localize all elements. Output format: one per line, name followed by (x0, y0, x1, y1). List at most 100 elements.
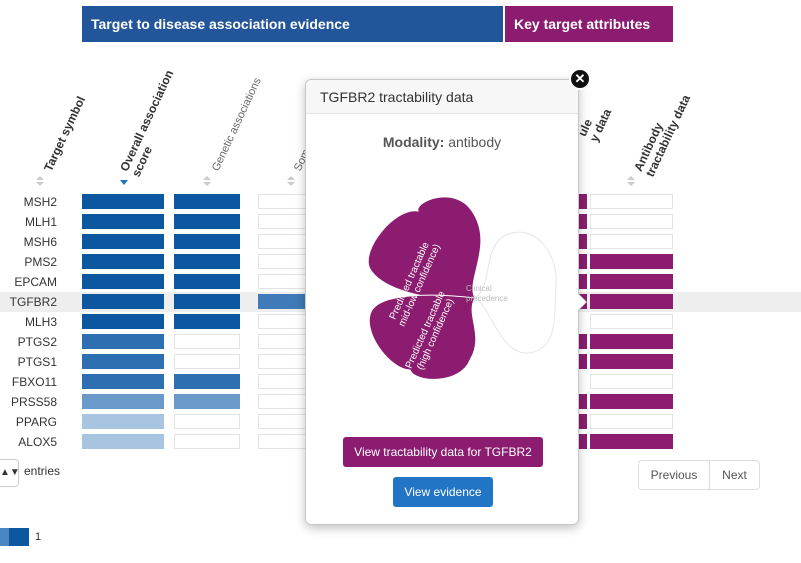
antibody-tractability-cell[interactable] (590, 254, 673, 269)
somatic-mutations-cell[interactable] (258, 354, 310, 369)
antibody-tractability-cell[interactable] (590, 334, 673, 349)
somatic-mutations-cell[interactable] (258, 394, 310, 409)
key-attributes-header: Key target attributes (505, 6, 673, 42)
view-evidence-button[interactable]: View evidence (393, 477, 493, 507)
overall-score-cell[interactable] (82, 334, 164, 349)
col-overall-score[interactable]: Overall association score (117, 68, 188, 179)
previous-button[interactable]: Previous (638, 460, 710, 490)
somatic-mutations-cell[interactable] (258, 214, 310, 229)
col-small-molecule[interactable]: ule y data (575, 102, 614, 144)
antibody-tractability-cell[interactable] (590, 414, 673, 429)
col-genetic-associations[interactable]: Genetic associations (210, 76, 264, 174)
overall-score-cell[interactable] (82, 374, 164, 389)
overall-score-cell[interactable] (82, 254, 164, 269)
target-symbol[interactable]: PMS2 (24, 255, 57, 269)
petal-predicted-mid-low (367, 196, 482, 300)
table-row[interactable]: ALOX5 (0, 432, 801, 452)
table-row[interactable]: PMS2 (0, 252, 801, 272)
genetic-associations-cell[interactable] (174, 234, 240, 249)
somatic-mutations-cell[interactable] (258, 294, 310, 309)
overall-score-cell[interactable] (82, 194, 164, 209)
genetic-associations-cell[interactable] (174, 394, 240, 409)
target-symbol[interactable]: MSH6 (23, 235, 57, 249)
petal-right-text-1: Clinical (466, 284, 492, 293)
sort-desc-icon[interactable] (120, 180, 128, 185)
close-icon[interactable]: ✕ (569, 68, 591, 90)
somatic-mutations-cell[interactable] (258, 434, 310, 449)
antibody-tractability-cell[interactable] (590, 394, 673, 409)
modality-line: Modality: antibody (306, 134, 578, 150)
table-row[interactable]: PTGS2 (0, 332, 801, 352)
genetic-associations-cell[interactable] (174, 354, 240, 369)
antibody-tractability-cell[interactable] (590, 234, 673, 249)
genetic-associations-cell[interactable] (174, 314, 240, 329)
association-evidence-header: Target to disease association evidence (82, 6, 503, 42)
genetic-associations-cell[interactable] (174, 434, 240, 449)
somatic-mutations-cell[interactable] (258, 314, 310, 329)
antibody-tractability-cell[interactable] (590, 274, 673, 289)
target-symbol[interactable]: FBXO11 (11, 375, 57, 389)
tractability-flower-chart: Predicted tractable mid-low confidence) … (367, 196, 557, 380)
genetic-associations-cell[interactable] (174, 414, 240, 429)
entries-select[interactable]: ▲▼ (0, 459, 20, 487)
overall-score-cell[interactable] (82, 274, 164, 289)
antibody-tractability-cell[interactable] (590, 314, 673, 329)
genetic-associations-cell[interactable] (174, 334, 240, 349)
table-row[interactable]: MLH3 (0, 312, 801, 332)
table-row[interactable]: PTGS1 (0, 352, 801, 372)
overall-score-cell[interactable] (82, 214, 164, 229)
view-tractability-data-button[interactable]: View tractability data for TGFBR2 (343, 437, 543, 467)
genetic-associations-cell[interactable] (174, 194, 240, 209)
overall-score-cell[interactable] (82, 354, 164, 369)
table-row[interactable]: MSH6 (0, 232, 801, 252)
somatic-mutations-cell[interactable] (258, 254, 310, 269)
genetic-associations-cell[interactable] (174, 274, 240, 289)
next-button[interactable]: Next (709, 460, 760, 490)
antibody-tractability-cell[interactable] (590, 294, 673, 309)
genetic-associations-cell[interactable] (174, 254, 240, 269)
popover-arrow-inner (578, 294, 586, 310)
somatic-mutations-cell[interactable] (258, 374, 310, 389)
target-symbol[interactable]: ALOX5 (18, 435, 57, 449)
target-symbol[interactable]: MSH2 (23, 195, 57, 209)
somatic-mutations-cell[interactable] (258, 234, 310, 249)
petal-clinical-precedence (473, 231, 557, 354)
table-row[interactable]: EPCAM (0, 272, 801, 292)
table-row[interactable]: PRSS58 (0, 392, 801, 412)
antibody-tractability-cell[interactable] (590, 434, 673, 449)
target-symbol[interactable]: PTGS1 (17, 355, 57, 369)
tractability-popover: TGFBR2 tractability data Modality: antib… (305, 79, 579, 525)
target-symbol[interactable]: PRSS58 (10, 395, 57, 409)
overall-score-cell[interactable] (82, 414, 164, 429)
somatic-mutations-cell[interactable] (258, 414, 310, 429)
target-symbol[interactable]: PTGS2 (17, 335, 57, 349)
target-symbol[interactable]: TGFBR2 (9, 295, 57, 309)
col-antibody-tractability[interactable]: Antibody tractability data (631, 88, 693, 179)
table-row[interactable]: MLH1 (0, 212, 801, 232)
target-symbol[interactable]: MLH3 (24, 315, 57, 329)
antibody-tractability-cell[interactable] (590, 214, 673, 229)
overall-score-cell[interactable] (82, 434, 164, 449)
target-symbol[interactable]: PPARG (15, 415, 57, 429)
modality-label: Modality: (382, 134, 445, 150)
popover-title: TGFBR2 tractability data (306, 80, 578, 114)
antibody-tractability-cell[interactable] (590, 354, 673, 369)
genetic-associations-cell[interactable] (174, 214, 240, 229)
target-symbol[interactable]: MLH1 (24, 215, 57, 229)
somatic-mutations-cell[interactable] (258, 194, 310, 209)
genetic-associations-cell[interactable] (174, 374, 240, 389)
overall-score-cell[interactable] (82, 314, 164, 329)
petal-predicted-high (368, 294, 477, 380)
col-target-symbol[interactable]: Target symbol (41, 94, 89, 174)
antibody-tractability-cell[interactable] (590, 374, 673, 389)
table-row[interactable]: PPARG (0, 412, 801, 432)
overall-score-cell[interactable] (82, 394, 164, 409)
antibody-tractability-cell[interactable] (590, 194, 673, 209)
somatic-mutations-cell[interactable] (258, 274, 310, 289)
overall-score-cell[interactable] (82, 234, 164, 249)
overall-score-cell[interactable] (82, 294, 164, 309)
target-symbol[interactable]: EPCAM (14, 275, 57, 289)
genetic-associations-cell[interactable] (174, 294, 240, 309)
somatic-mutations-cell[interactable] (258, 334, 310, 349)
legend-value: 1 (35, 531, 42, 543)
